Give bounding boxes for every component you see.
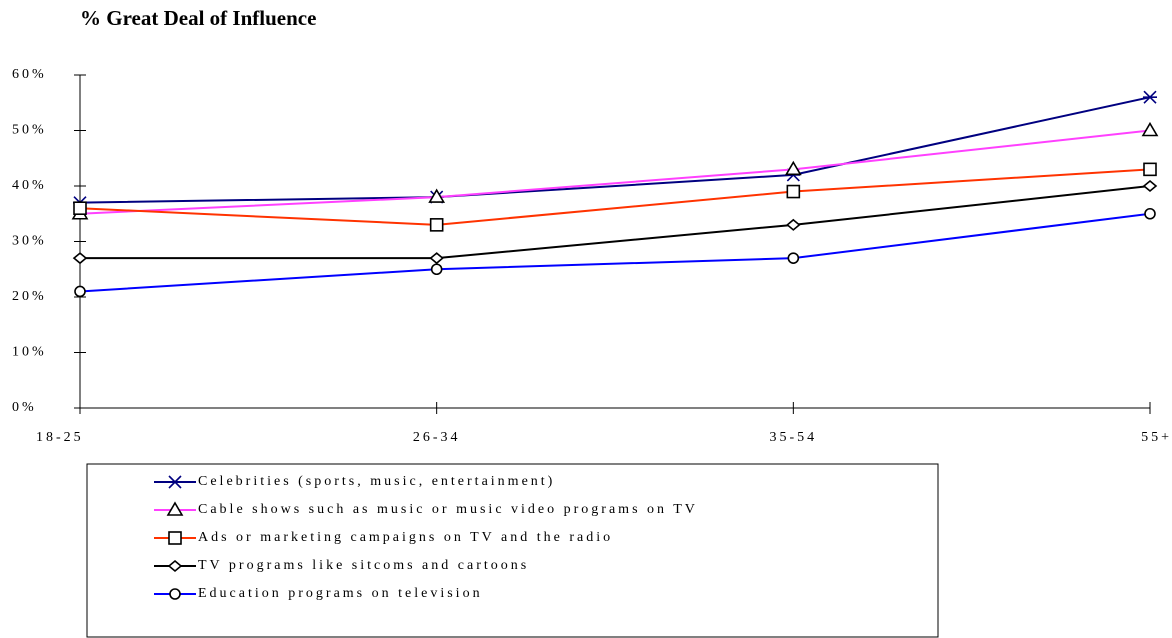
y-tick-label: 50%: [12, 123, 47, 138]
marker: [1144, 207, 1156, 220]
y-tick-label: 20%: [12, 289, 47, 304]
legend-marker: [168, 531, 182, 545]
marker: [787, 252, 800, 264]
legend-label: Education programs on television: [198, 586, 483, 601]
series-line: [79, 129, 1151, 215]
legend-label: Celebrities (sports, music, entertainmen…: [198, 474, 555, 489]
x-tick-label: 55+: [1141, 430, 1172, 445]
legend-label: Cable shows such as music or music video…: [198, 502, 698, 517]
marker: [73, 201, 87, 215]
y-tick-label: 40%: [12, 178, 47, 193]
marker: [430, 263, 443, 276]
legend-marker: [168, 475, 182, 489]
chart-title: % Great Deal of Influence: [80, 6, 316, 30]
x-tick-label: 18-25: [36, 430, 84, 445]
legend-marker: [166, 501, 184, 516]
y-tick-label: 0%: [12, 400, 37, 415]
series-line: [79, 96, 1151, 204]
series-line: [80, 185, 1151, 260]
x-tick-label: 26-34: [413, 430, 461, 445]
marker: [786, 184, 801, 199]
y-tick-label: 10%: [12, 345, 47, 360]
marker: [1143, 162, 1157, 177]
y-tick-label: 30%: [12, 234, 47, 249]
marker: [786, 218, 801, 231]
marker: [1143, 90, 1157, 104]
marker: [429, 218, 444, 232]
marker: [784, 160, 802, 176]
marker: [1141, 121, 1159, 137]
marker: [428, 188, 446, 203]
marker: [1142, 179, 1158, 193]
legend-label: Ads or marketing campaigns on TV and the…: [198, 530, 613, 545]
legend-marker: [167, 559, 183, 573]
marker: [74, 285, 86, 298]
x-tick-label: 35-54: [769, 430, 817, 445]
marker: [72, 252, 88, 265]
marker: [429, 252, 444, 265]
series-line: [79, 212, 1151, 293]
y-tick-label: 60%: [12, 67, 47, 82]
legend-label: TV programs like sitcoms and cartoons: [198, 558, 529, 573]
legend-marker: [169, 588, 181, 600]
legend-box: [86, 463, 939, 638]
series-line: [79, 168, 1151, 226]
